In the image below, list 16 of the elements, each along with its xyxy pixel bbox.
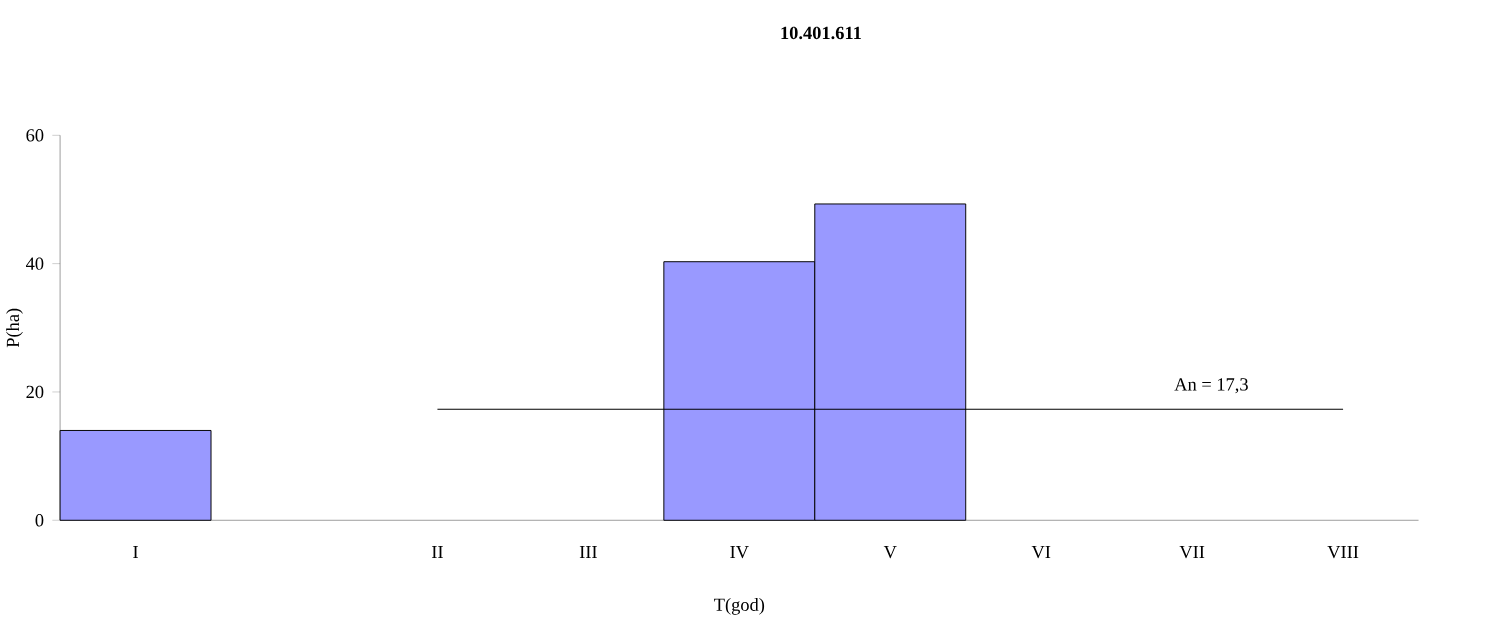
x-tick-label: IV xyxy=(730,546,749,559)
x-tick-label: VI xyxy=(1031,546,1051,559)
x-tick-label: VIII xyxy=(1327,546,1359,559)
y-tick-label: 20 xyxy=(26,385,44,399)
y-tick-label: 40 xyxy=(26,257,44,270)
x-tick-label: V xyxy=(883,546,897,559)
x-tick-label: III xyxy=(579,546,597,559)
x-axis-title: T(god) xyxy=(714,598,765,615)
y-axis-title: P(ha) xyxy=(6,308,23,348)
chart-title: 10.401.611 xyxy=(781,26,861,40)
x-tick-label: II xyxy=(431,546,443,559)
y-tick-label: 60 xyxy=(26,129,44,142)
x-tick-label: VII xyxy=(1179,546,1205,559)
y-tick-label: 0 xyxy=(35,514,44,527)
x-tick-label: I xyxy=(133,546,138,559)
annotation: An = 17,3 xyxy=(1174,378,1248,394)
